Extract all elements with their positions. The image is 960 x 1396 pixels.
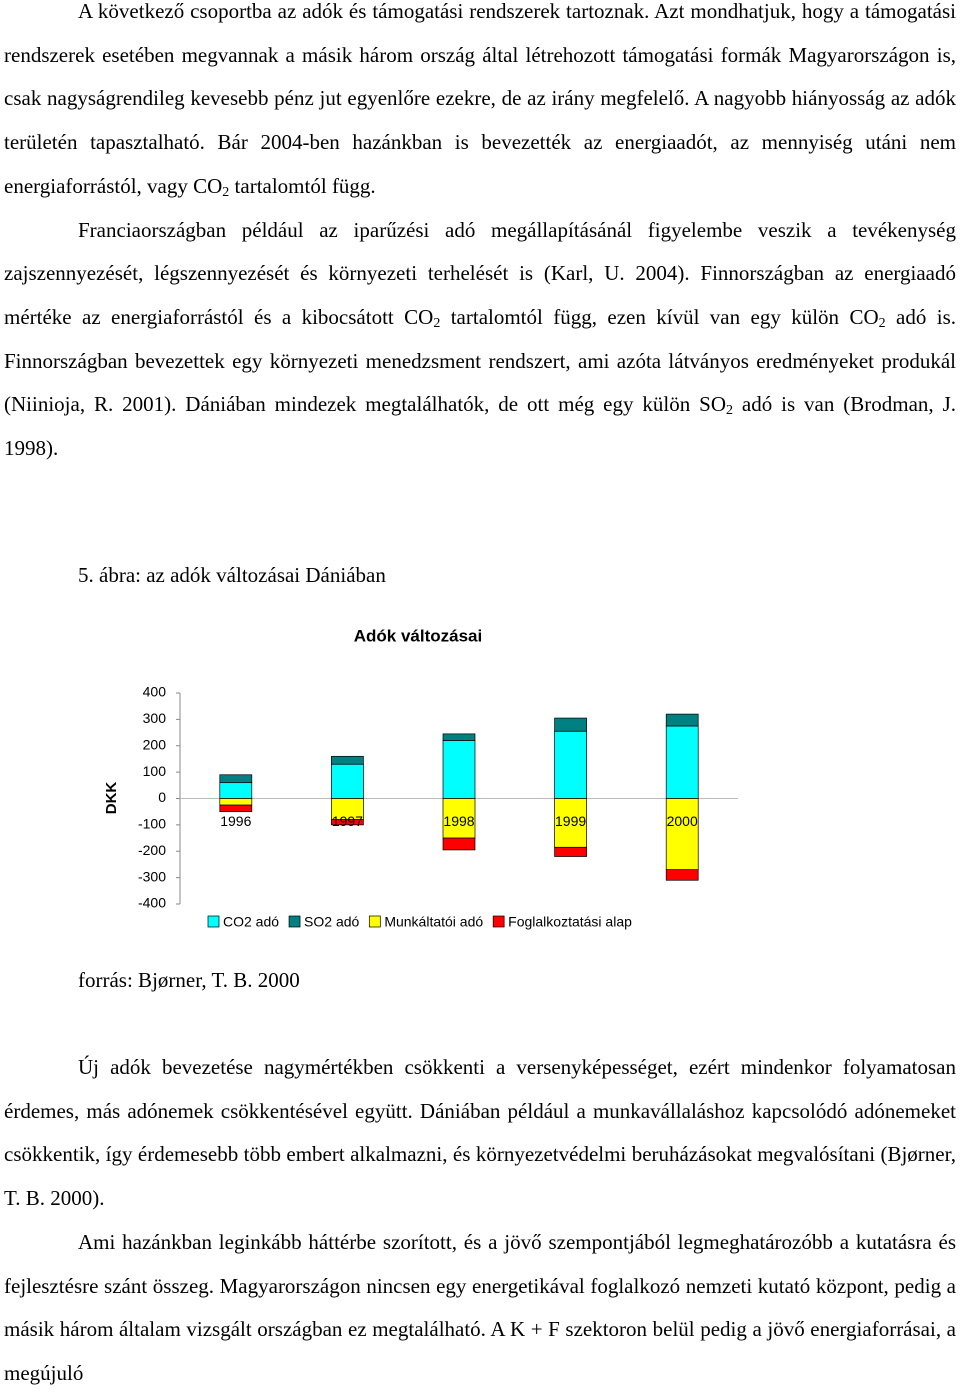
- legend-label: Munkáltatói adó: [384, 914, 483, 930]
- bar-segment: [554, 846, 587, 857]
- text-run: adó is van (Brodman, J. 1998).: [4, 392, 956, 461]
- bar-segment: [554, 730, 587, 799]
- bar-segment: [665, 869, 699, 881]
- bar-segment: [219, 804, 253, 813]
- legend-swatch: [368, 915, 381, 928]
- legend-label: CO2 adó: [223, 914, 279, 930]
- legend-swatch: [492, 915, 505, 928]
- legend-label: Foglalkoztatási alap: [508, 914, 632, 930]
- y-tick-label: 300: [143, 710, 167, 726]
- bar-segment: [665, 725, 699, 799]
- subscript: 2: [433, 315, 441, 331]
- bar-segment: [442, 837, 476, 851]
- figure-caption: 5. ábra: az adók változásai Dániában: [78, 563, 386, 587]
- bar-segment: [331, 819, 364, 826]
- bar-segment: [219, 774, 253, 784]
- source: forrás: Bjørner, T. B. 2000: [78, 968, 300, 992]
- bar-segment: [442, 740, 476, 799]
- bar-segment: [665, 798, 699, 871]
- bar-segment: [219, 798, 253, 806]
- y-tick-label: 200: [143, 736, 167, 752]
- paragraph: Franciaországban például az iparűzési ad…: [4, 209, 956, 471]
- bar-segment: [331, 755, 364, 765]
- y-tick-label: -400: [138, 895, 166, 911]
- legend-swatch: [288, 915, 301, 928]
- text-run: tartalomtól függ.: [229, 173, 376, 198]
- legend-label: SO2 adó: [304, 914, 359, 930]
- chart-title: Adók változásai: [354, 626, 483, 645]
- category-label: 1997: [332, 813, 363, 829]
- paragraph: A következő csoportba az adók és támogat…: [4, 0, 956, 209]
- paragraph: Új adók bevezetése nagymértékben csökken…: [4, 1046, 956, 1221]
- subscript: 2: [725, 403, 733, 419]
- category-label: 2000: [667, 813, 698, 829]
- bar-segment: [331, 763, 364, 799]
- subscript: 2: [222, 184, 230, 200]
- text-run: adó is. Finnországban bevezettek egy kör…: [4, 304, 956, 417]
- category-label: 1998: [443, 813, 474, 829]
- bar-segment: [665, 713, 699, 727]
- y-tick-label: -100: [138, 816, 166, 832]
- text-run: tartalomtól függ, ezen kívül van egy kül…: [440, 304, 879, 329]
- paragraph: Ami hazánkban leginkább háttérbe szoríto…: [4, 1221, 956, 1396]
- bar-segment: [554, 798, 587, 848]
- category-label: 1996: [220, 813, 251, 829]
- y-tick-label: 0: [158, 789, 166, 805]
- subscript: 2: [878, 315, 886, 331]
- text-block: Új adók bevezetése nagymértékben csökken…: [4, 1046, 956, 1396]
- bar-segment: [219, 782, 253, 799]
- y-tick-label: 100: [143, 763, 167, 779]
- bar-segment: [554, 717, 587, 732]
- legend-swatch: [207, 915, 220, 928]
- y-axis-label: DKK: [103, 782, 120, 815]
- text-run: Franciaországban például az iparűzési ad…: [4, 217, 956, 329]
- text-run: Ami hazánkban leginkább háttérbe szoríto…: [4, 1229, 956, 1385]
- bar-segment: [442, 733, 476, 741]
- y-tick-label: -300: [138, 868, 166, 884]
- text-run: A következő csoportba az adók és támogat…: [4, 0, 956, 198]
- text-run: Új adók bevezetése nagymértékben csökken…: [4, 1055, 956, 1211]
- text-block: A következő csoportba az adók és támogat…: [4, 0, 956, 471]
- y-tick-label: -200: [138, 842, 166, 858]
- chart: Adók változásai DKK -400 -300 -200 -100 0 100…: [103, 626, 738, 930]
- y-tick-label: 400: [143, 684, 167, 700]
- category-label: 1999: [555, 813, 586, 829]
